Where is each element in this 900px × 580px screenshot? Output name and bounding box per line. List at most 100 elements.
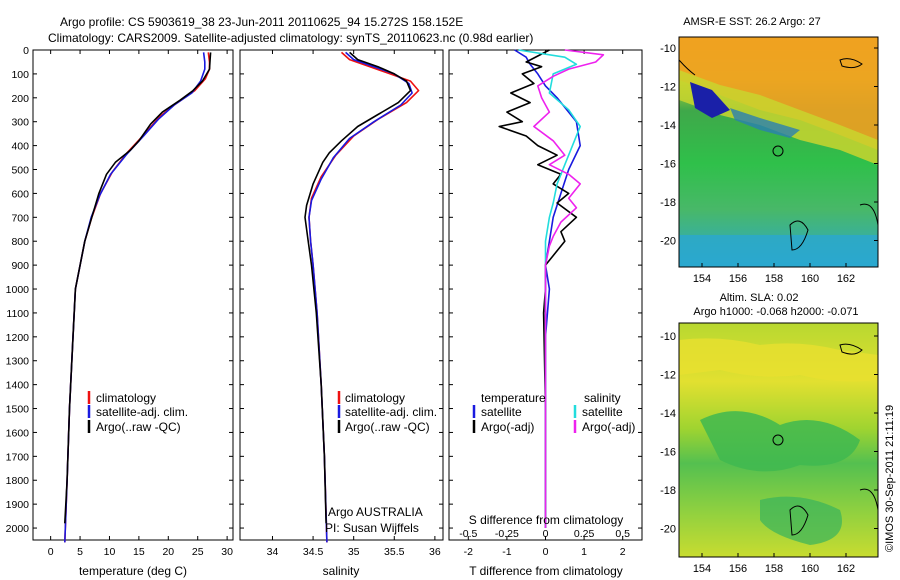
map-y-tick-label: -16 (660, 447, 676, 459)
argo-pi-label: PI: Susan Wijffels (325, 521, 419, 535)
legend-label-sal-satellite: satellite (582, 405, 623, 419)
depth-tick-label: 1100 (6, 308, 29, 320)
difference-legend: temperature salinity satellite Argo(-adj… (472, 391, 635, 434)
x-tick-label: 34.5 (303, 546, 324, 558)
depth-tick-label: 200 (11, 93, 29, 105)
depth-tick-label: 600 (11, 188, 29, 200)
sst-front (679, 70, 878, 165)
depth-tick-label: 900 (11, 260, 29, 272)
salinity-xlabel: salinity (323, 564, 360, 578)
salinity-plot: 34 34.5 35 35.5 36 (267, 50, 441, 558)
depth-tick-label: 1200 (6, 332, 30, 344)
map-y-tick-label: -20 (660, 524, 676, 536)
map-x-tick-label: 160 (801, 563, 819, 575)
x-tick-label: 35.5 (384, 546, 405, 558)
temperature-axes (32, 49, 234, 541)
legend-label-sal-argo: Argo(-adj) (582, 420, 635, 434)
series-line-salinity-satellite (518, 49, 582, 528)
sst-map-title: AMSR-E SST: 26.2 Argo: 27 (683, 16, 821, 28)
depth-tick-label: 1300 (6, 356, 30, 368)
sla-map (679, 323, 878, 557)
x-tick-label: -2 (464, 546, 473, 558)
southern-water (679, 235, 878, 267)
depth-tick-label: 400 (11, 141, 29, 153)
depth-axis: 0 100 200 300 400 500 600 700 800 900 1000 1100 1200… (6, 45, 642, 535)
legend-label-climatology: climatology (96, 391, 156, 405)
x-tick-label: 0 (48, 546, 54, 558)
island-outline (839, 343, 863, 355)
x2-tick-label: -0.5 (459, 528, 477, 540)
temperature-plot: 0 5 10 15 20 25 30 (48, 50, 233, 558)
title-line-2: Climatology: CARS2009. Satellite-adjuste… (48, 31, 533, 45)
island-outline (789, 203, 878, 251)
map-y-tick-label: -12 (660, 370, 676, 382)
x-tick-label: 10 (104, 546, 116, 558)
legend-label-satellite: satellite-adj. clim. (345, 405, 437, 419)
legend-label-temp-satellite: satellite (481, 405, 522, 419)
map-x-tick-label: 154 (693, 273, 711, 285)
x-tick-label: 15 (133, 546, 145, 558)
map-y-tick-label: -10 (660, 331, 676, 343)
x-tick-label: 0 (543, 546, 549, 558)
coastline (679, 59, 696, 76)
depth-tick-label: 500 (11, 165, 29, 177)
depth-tick-label: 100 (11, 69, 29, 81)
map-x-tick-label: 156 (729, 273, 747, 285)
legend-label-argo: Argo(..raw -QC) (96, 420, 181, 434)
legend-label-climatology: climatology (345, 391, 405, 405)
sla-map-frame (678, 322, 879, 558)
imos-credit: ©IMOS 30-Sep-2011 21:11:19 (884, 405, 896, 552)
temperature-legend: climatology satellite-adj. clim. Argo(..… (87, 391, 188, 434)
x-tick-label: 2 (620, 546, 626, 558)
s-difference-xlabel: S difference from climatology (469, 513, 624, 527)
depth-tick-label: 1400 (6, 380, 30, 392)
x-tick-label: 20 (162, 546, 174, 558)
depth-tick-label: 0 (23, 45, 29, 57)
x-tick-label: -1 (502, 546, 511, 558)
series-line-argo-raw-qc- (64, 52, 212, 524)
argo-float-marker (772, 434, 784, 446)
series-line-satellite-adj-clim- (64, 52, 206, 543)
sla-map-title-1: Altim. SLA: 0.02 (720, 292, 799, 304)
series-line-temperature-satellite (514, 49, 582, 528)
island-outline (839, 58, 863, 69)
depth-tick-label: 800 (11, 236, 29, 248)
sla-map-axes: 154 156 158 160 162 -10 -12 -14 -16 -18 -20 (660, 331, 878, 575)
depth-tick-label: 300 (11, 117, 29, 129)
depth-tick-label: 1500 (6, 404, 30, 416)
depth-tick-label: 1600 (6, 427, 30, 439)
map-x-tick-label: 158 (765, 563, 783, 575)
t-difference-xlabel: T difference from climatology (469, 564, 623, 578)
map-x-tick-label: 162 (837, 563, 855, 575)
legend-header-temperature: temperature (481, 391, 546, 405)
x-tick-label: 36 (429, 546, 441, 558)
x-tick-label: 34 (267, 546, 279, 558)
map-x-tick-label: 154 (693, 563, 711, 575)
map-y-tick-label: -14 (660, 120, 676, 132)
cool-water-band (730, 108, 800, 138)
map-y-tick-label: -14 (660, 408, 676, 420)
sla-low-region (700, 411, 860, 472)
map-y-tick-label: -12 (660, 82, 676, 94)
sst-map-axes: 154 156 158 160 162 -10 -12 -14 -16 -18 -20 (660, 43, 878, 285)
sla-map-title-2: Argo h1000: -0.068 h2000: -0.071 (693, 306, 858, 318)
series-line-temperature-argo-adj- (498, 49, 578, 528)
map-x-tick-label: 158 (765, 273, 783, 285)
salinity-legend: climatology satellite-adj. clim. Argo(..… (337, 391, 437, 434)
sst-map-frame (678, 36, 879, 268)
map-x-tick-label: 160 (801, 273, 819, 285)
sla-low-region (760, 496, 842, 545)
legend-label-satellite: satellite-adj. clim. (96, 405, 188, 419)
map-y-tick-label: -20 (660, 236, 676, 248)
temperature-xlabel: temperature (deg C) (79, 564, 187, 578)
legend-label-temp-argo: Argo(-adj) (481, 420, 534, 434)
map-y-tick-label: -16 (660, 159, 676, 171)
x2-tick-label: 0 (543, 528, 549, 540)
salinity-axes (239, 49, 444, 541)
depth-tick-label: 1000 (6, 284, 30, 296)
map-x-tick-label: 162 (837, 273, 855, 285)
map-x-tick-label: 156 (729, 563, 747, 575)
difference-plot: -2 -1 0 1 2 -0.5 -0.25 0 0.25 0.5 (459, 49, 630, 558)
series-line-salinity-argo-adj- (533, 49, 605, 528)
